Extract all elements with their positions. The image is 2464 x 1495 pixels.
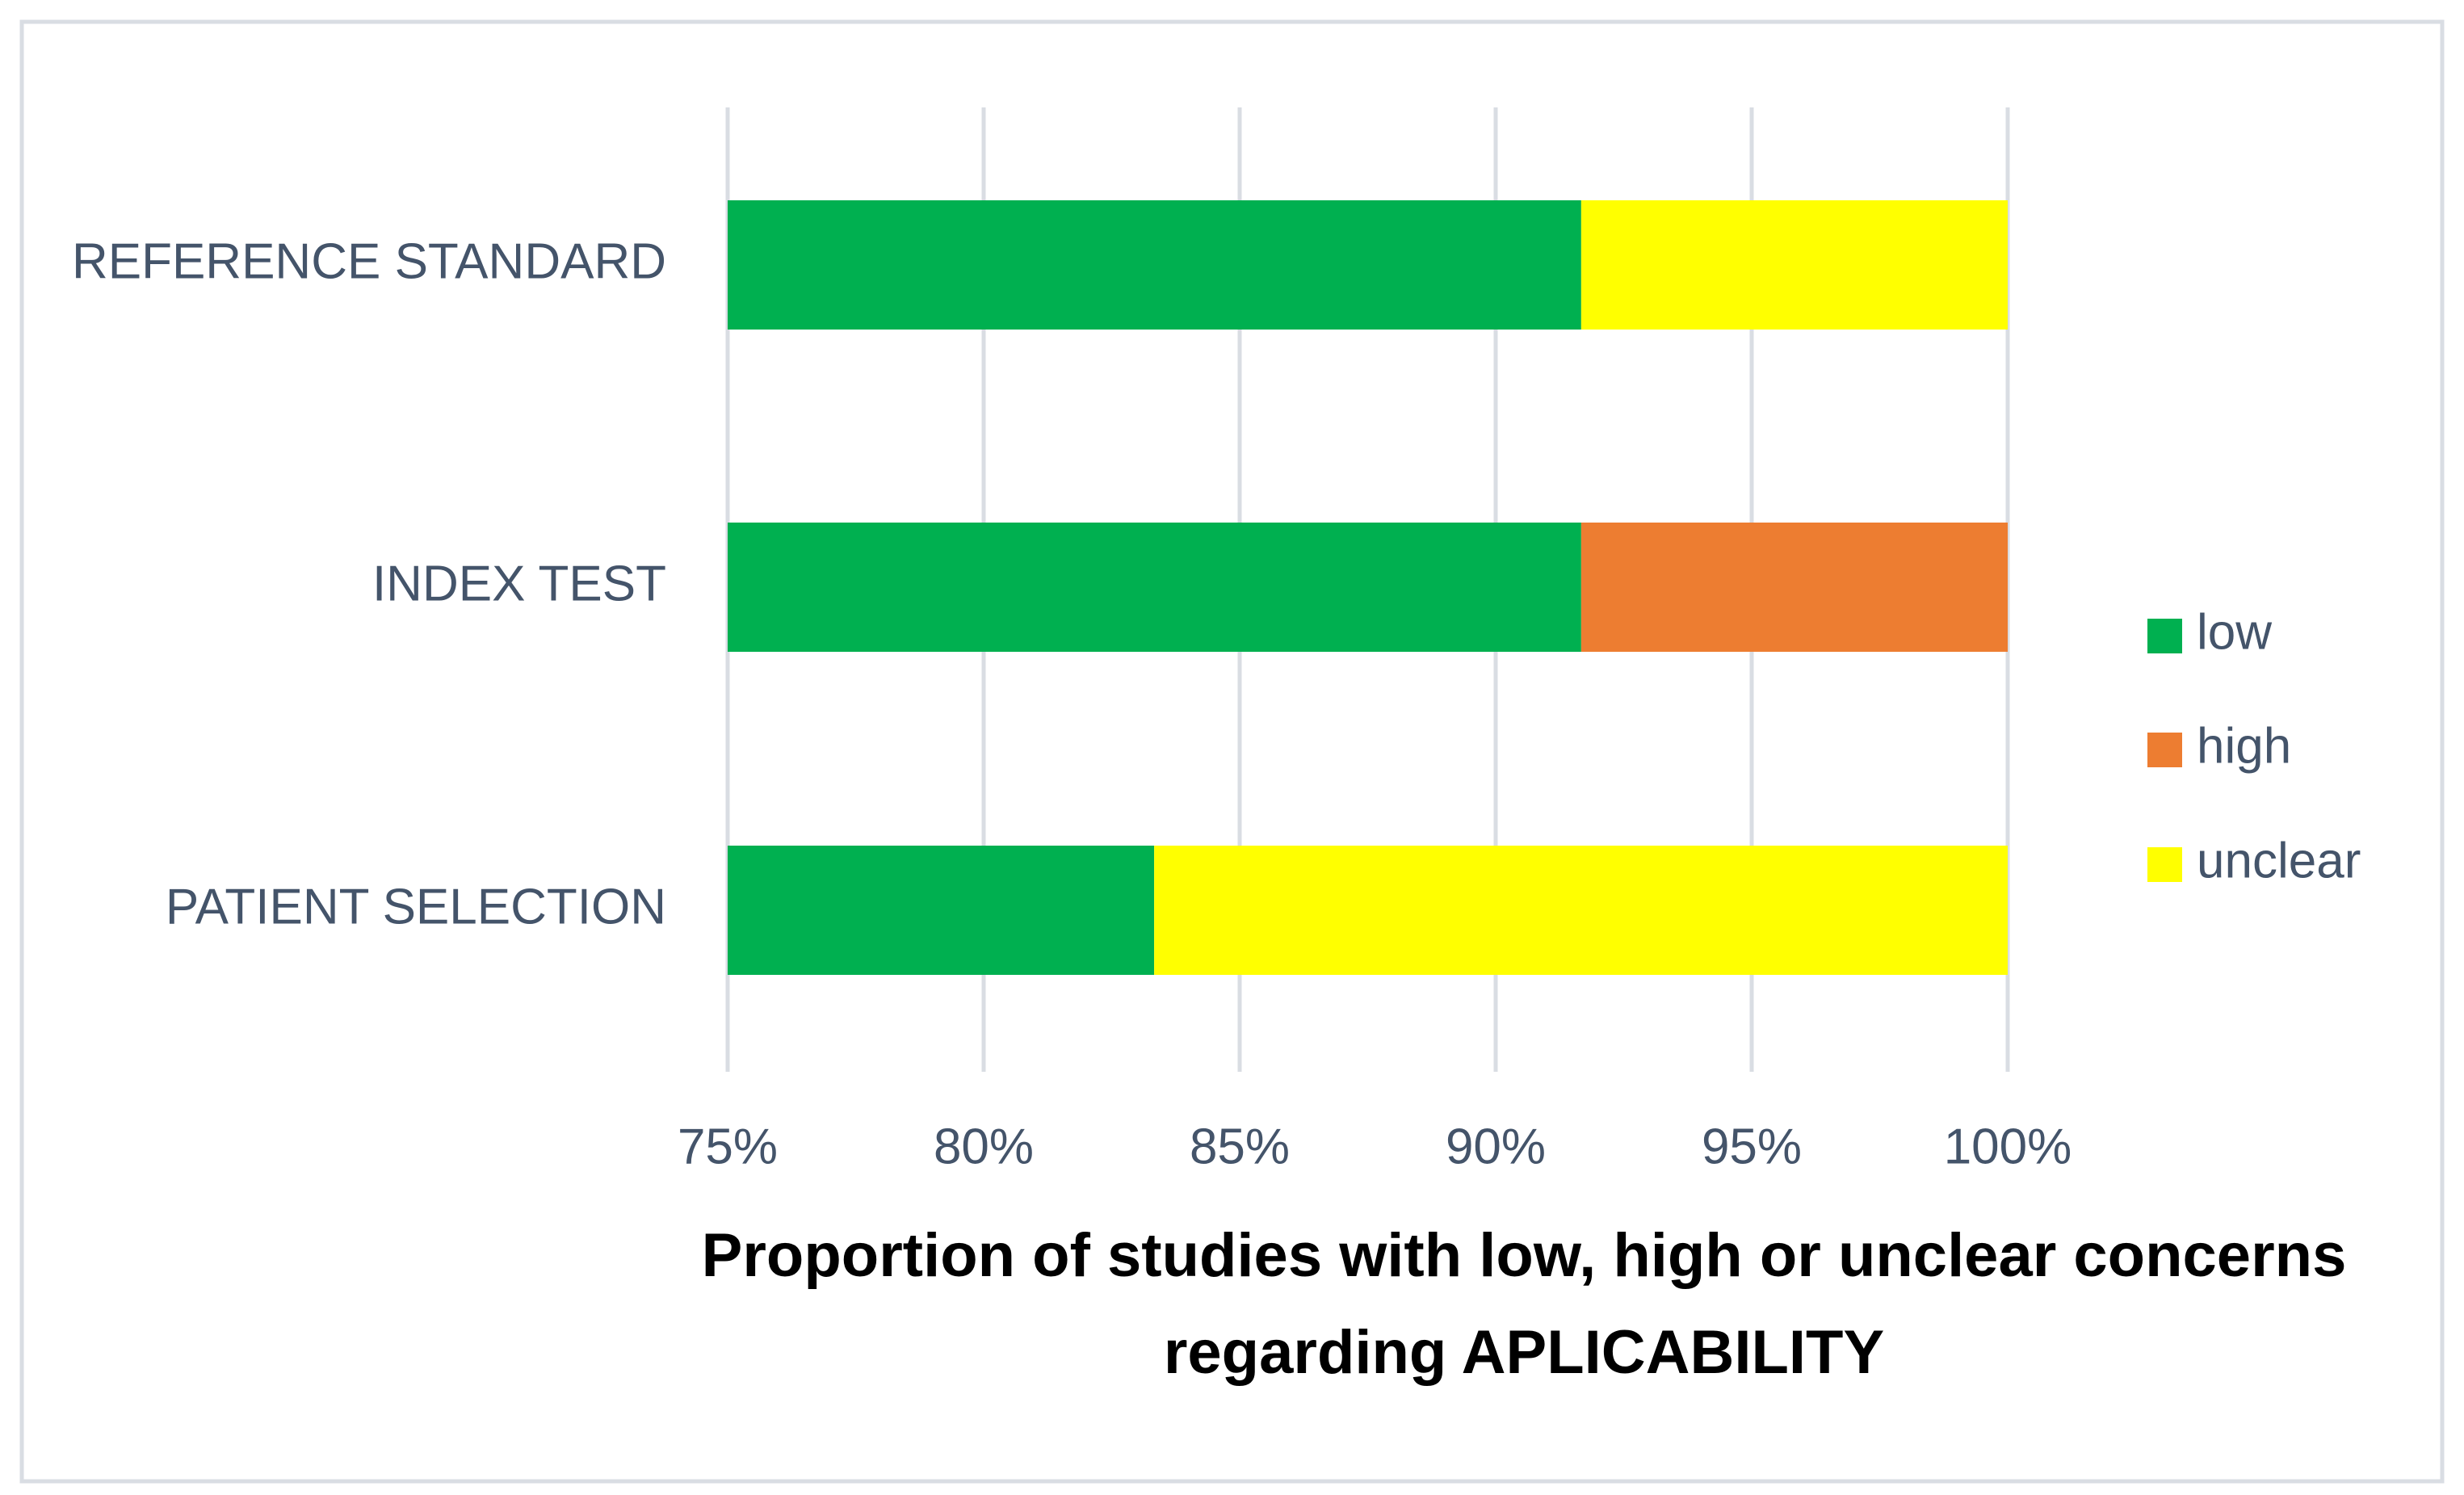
- bar-segment: [1154, 846, 2008, 975]
- x-tick-label: 95%: [1702, 1119, 1802, 1174]
- legend-swatch: [2147, 733, 2182, 767]
- x-tick-label: 75%: [678, 1119, 778, 1174]
- legend-swatch: [2147, 619, 2182, 653]
- x-axis-title: Proportion of studies with low, high or …: [701, 1221, 2347, 1387]
- bar-segment: [728, 523, 1581, 652]
- bar-segment: [728, 200, 1581, 330]
- legend-label: high: [2197, 718, 2291, 774]
- x-tick-label: 80%: [934, 1119, 1034, 1174]
- bar-segment: [1580, 200, 2008, 330]
- y-tick-label: REFERENCE STANDARD: [72, 233, 666, 289]
- y-tick-label: INDEX TEST: [372, 556, 666, 611]
- legend-label: low: [2197, 604, 2272, 660]
- x-tick-label: 100%: [1944, 1119, 2072, 1174]
- bar-segment: [1580, 523, 2008, 652]
- legend-swatch: [2147, 847, 2182, 882]
- bar-segment: [728, 846, 1155, 975]
- legend-label: unclear: [2197, 833, 2361, 888]
- x-tick-label: 90%: [1446, 1119, 1546, 1174]
- y-tick-label: PATIENT SELECTION: [166, 879, 666, 934]
- x-tick-label: 85%: [1190, 1119, 1290, 1174]
